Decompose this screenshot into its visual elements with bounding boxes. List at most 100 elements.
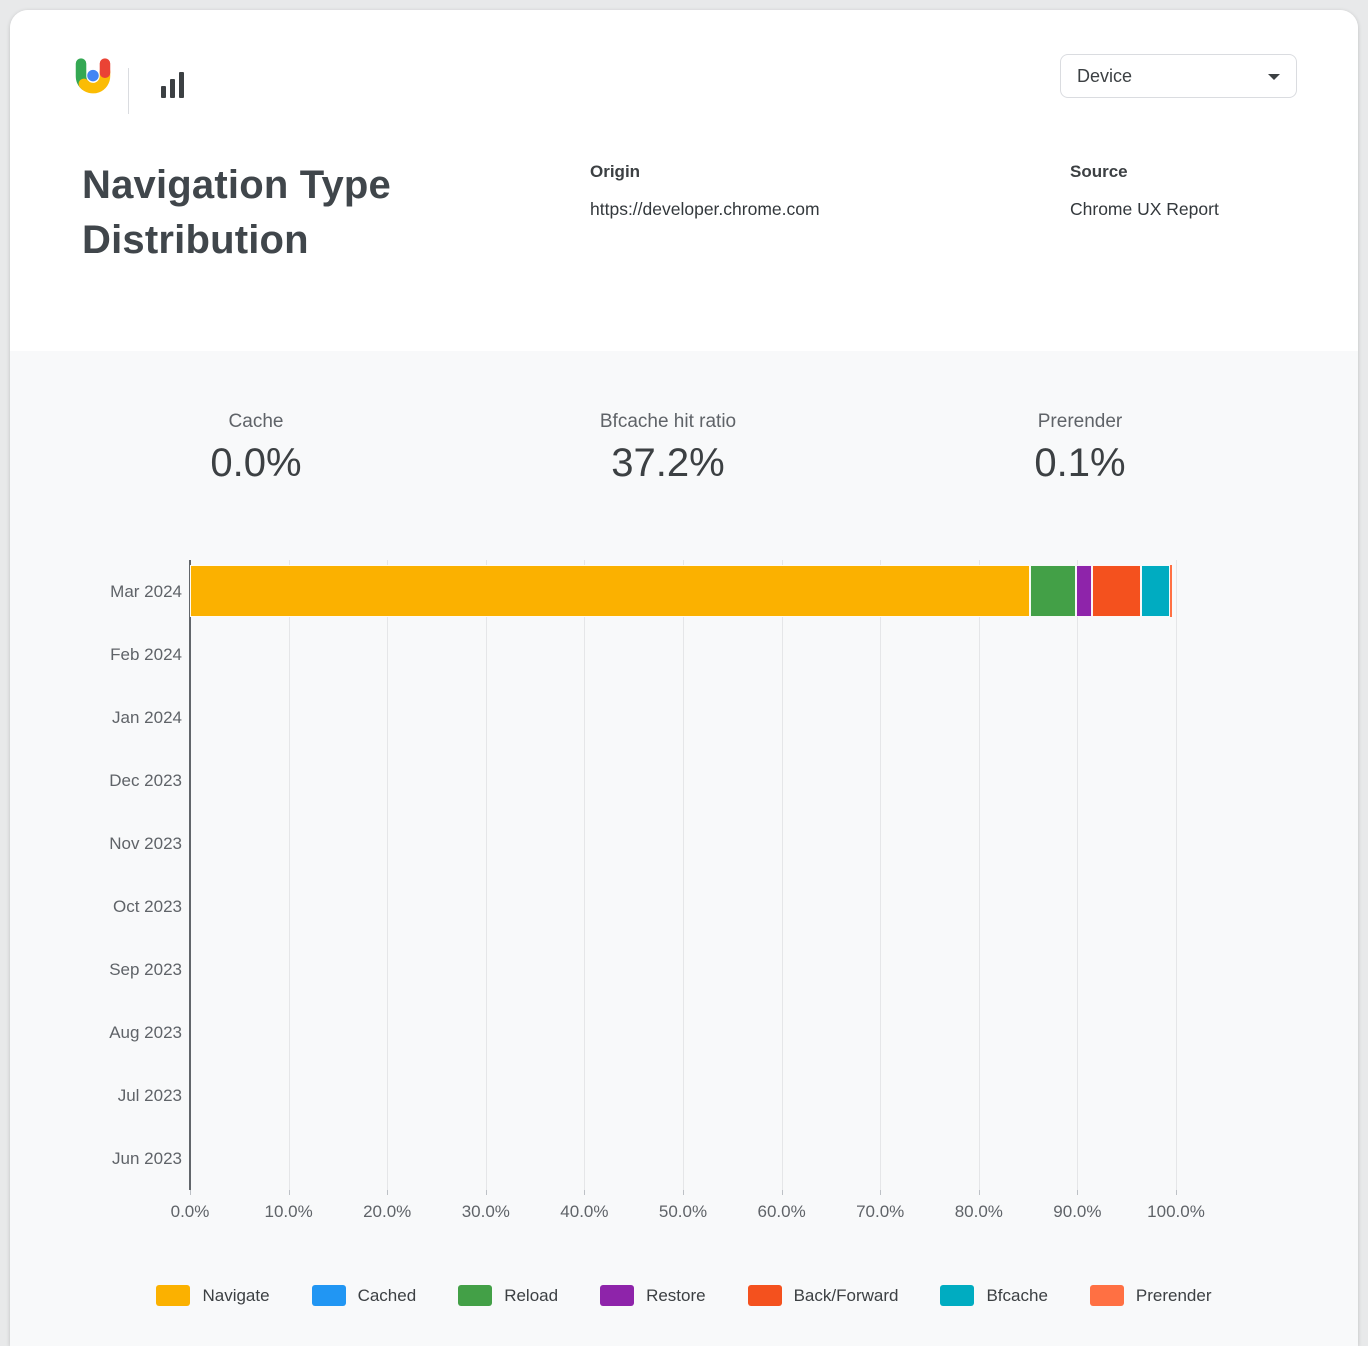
y-axis-label: Jul 2023 — [117, 1086, 182, 1105]
report-card: Device Navigation Type Distribution Orig… — [10, 10, 1358, 1346]
bar-row — [190, 875, 1176, 938]
legend-item-reload: Reload — [458, 1285, 558, 1306]
legend-item-cached: Cached — [311, 1285, 417, 1306]
legend-label: Reload — [504, 1285, 559, 1305]
legend-swatch — [156, 1285, 191, 1306]
bar-stack — [190, 691, 1176, 743]
x-axis-tick — [1176, 1190, 1177, 1195]
y-axis-label: Mar 2024 — [110, 582, 182, 601]
bar-stack — [190, 565, 1176, 617]
bar-stack — [190, 628, 1176, 680]
gridline — [978, 560, 980, 1190]
stat-prerender-label: Prerender — [1037, 411, 1123, 432]
bar-row — [190, 749, 1176, 812]
x-axis-label: 50.0% — [658, 1202, 708, 1221]
gridline — [387, 560, 389, 1190]
legend-swatch — [458, 1285, 493, 1306]
stat-cache-value: 0.0% — [210, 441, 302, 485]
y-axis-label: Aug 2023 — [109, 1023, 182, 1042]
bar-chart-icon[interactable] — [158, 70, 188, 100]
logo-blue-dot — [87, 69, 99, 82]
y-axis-label: Sep 2023 — [109, 960, 182, 979]
bar-segment-back-forward[interactable] — [1092, 565, 1142, 617]
gridline — [1176, 560, 1177, 1190]
chart-section: Cache 0.0% Bfcache hit ratio 37.2% Prere… — [10, 351, 1358, 1346]
bar-stack — [190, 754, 1176, 806]
bar-row — [190, 560, 1176, 623]
legend-label: Cached — [357, 1285, 417, 1305]
gridline — [1077, 560, 1079, 1190]
x-axis-label: 40.0% — [560, 1202, 609, 1221]
x-axis-tick — [978, 1190, 980, 1195]
legend-label: Bfcache — [986, 1285, 1048, 1305]
bar-segment-restore[interactable] — [1076, 565, 1093, 617]
bar-row — [190, 686, 1176, 749]
legend-label: Navigate — [202, 1285, 270, 1305]
bar-row — [190, 1064, 1176, 1127]
x-axis-label: 60.0% — [757, 1202, 806, 1221]
device-dropdown[interactable]: Device — [1060, 54, 1297, 98]
gridline — [584, 560, 586, 1190]
bar-row — [190, 938, 1176, 1001]
bar-segment-prerender[interactable] — [1170, 565, 1173, 617]
gridline — [288, 560, 290, 1190]
page-title: Navigation Type Distribution — [82, 163, 391, 262]
x-axis-tick — [683, 1190, 684, 1195]
bar-stack — [190, 943, 1176, 995]
legend-item-restore: Restore — [600, 1285, 706, 1306]
legend-label: Prerender — [1135, 1285, 1212, 1305]
source-label: Source — [1070, 162, 1128, 181]
y-axis-label: Jun 2023 — [112, 1149, 182, 1168]
bar-row — [190, 1001, 1176, 1064]
bar-segment-bfcache[interactable] — [1141, 565, 1171, 617]
chart-legend: Navigate Cached Reload Restore Back/Forward B… — [10, 1285, 1358, 1306]
legend-item-navigate: Navigate — [156, 1285, 270, 1306]
legend-label: Back/Forward — [793, 1285, 899, 1305]
stat-bfcache-label: Bfcache hit ratio — [599, 411, 737, 432]
bar-stack — [190, 1069, 1176, 1121]
x-axis-tick — [880, 1190, 882, 1195]
x-axis-label: 90.0% — [1053, 1202, 1102, 1221]
legend-item-back-forward: Back/Forward — [747, 1285, 899, 1306]
gridline — [880, 560, 882, 1190]
bar-row — [190, 1127, 1176, 1190]
bar-stack — [190, 817, 1176, 869]
y-axis-label: Oct 2023 — [113, 897, 182, 916]
x-axis-tick — [781, 1190, 783, 1195]
x-axis-label: 100.0% — [1147, 1202, 1205, 1221]
crux-logo-icon — [75, 58, 111, 94]
source-block: Source Chrome UX Report — [1070, 162, 1219, 220]
legend-label: Restore — [646, 1285, 706, 1305]
gridline — [781, 560, 783, 1190]
x-axis-label: 80.0% — [954, 1202, 1003, 1221]
source-value: Chrome UX Report — [1070, 199, 1219, 219]
stat-prerender-value: 0.1% — [1034, 441, 1126, 485]
legend-swatch — [1089, 1285, 1124, 1306]
origin-block: Origin https://developer.chrome.com — [590, 162, 820, 220]
chart-plot: 0.0% 10.0% 20.0% 30.0% 40.0% 50.0% 60.0% 70.0% 8… — [171, 560, 1205, 1221]
legend-item-bfcache: Bfcache — [940, 1285, 1048, 1306]
chevron-down-icon — [1268, 74, 1280, 80]
y-axis-label: Jan 2024 — [112, 708, 182, 727]
stat-bfcache-value: 37.2% — [611, 441, 725, 485]
device-dropdown-label: Device — [1077, 65, 1133, 86]
legend-item-prerender: Prerender — [1089, 1285, 1212, 1306]
bar-segment-reload[interactable] — [1030, 565, 1077, 617]
x-axis-label: 20.0% — [363, 1202, 412, 1221]
bar-segment-navigate[interactable] — [190, 565, 1031, 617]
x-axis-label: 0.0% — [170, 1202, 210, 1221]
legend-swatch — [600, 1285, 635, 1306]
y-axis-label: Nov 2023 — [109, 834, 182, 853]
stat-bfcache-hit-ratio: Bfcache hit ratio 37.2% — [518, 411, 818, 486]
x-axis-label: 70.0% — [856, 1202, 905, 1221]
y-axis-label: Dec 2023 — [109, 771, 182, 790]
y-axis-label: Feb 2024 — [110, 645, 182, 664]
y-axis-line — [189, 560, 191, 1190]
origin-value: https://developer.chrome.com — [590, 199, 820, 219]
x-axis-label: 10.0% — [264, 1202, 313, 1221]
y-axis-labels: Mar 2024 Feb 2024 Jan 2024 Dec 2023 Nov 2023… — [10, 560, 182, 1190]
x-axis-tick — [584, 1190, 586, 1195]
gridline — [683, 560, 684, 1190]
x-axis-tick — [1077, 1190, 1079, 1195]
bar-row — [190, 623, 1176, 686]
